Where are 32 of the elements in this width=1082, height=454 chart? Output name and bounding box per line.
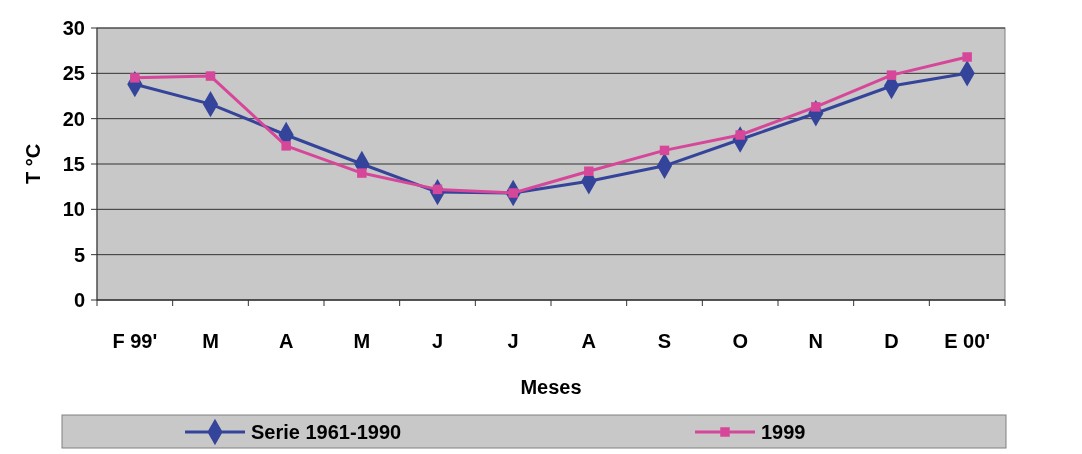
point	[205, 71, 216, 81]
x-axis-title: Meses	[520, 376, 582, 398]
x-tick-label: D	[884, 330, 899, 352]
y-tick-label: 5	[73, 243, 85, 266]
point	[962, 52, 972, 62]
y-tick-label: 30	[62, 17, 85, 39]
x-tick-label: A	[581, 330, 597, 352]
point	[584, 166, 594, 176]
point	[357, 168, 367, 178]
x-tick-label: A	[278, 330, 294, 352]
y-tick-label: 0	[73, 289, 85, 311]
legend-label: Serie 1961-1990	[251, 421, 402, 443]
y-tick-label: 25	[62, 62, 85, 85]
y-tick-label: 15	[62, 153, 85, 175]
y-axis-title: T °C	[22, 143, 44, 185]
x-tick-label: M	[202, 330, 219, 352]
x-tick-label: J	[507, 330, 519, 352]
point	[281, 141, 291, 151]
x-tick-label: E 00'	[944, 330, 991, 352]
x-tick-label: N	[808, 330, 824, 352]
x-tick-label: S	[657, 330, 672, 352]
x-tick-label: O	[732, 330, 748, 352]
point	[130, 73, 140, 83]
y-tick-label: 20	[62, 107, 85, 130]
x-tick-label: J	[431, 330, 444, 352]
x-tick-label: F 99'	[112, 330, 158, 352]
point	[811, 102, 821, 112]
point	[659, 145, 670, 156]
x-tick-label: M	[353, 330, 371, 352]
legend-label: 1999	[761, 421, 806, 443]
y-tick-label: 10	[62, 198, 85, 221]
point	[886, 70, 897, 80]
